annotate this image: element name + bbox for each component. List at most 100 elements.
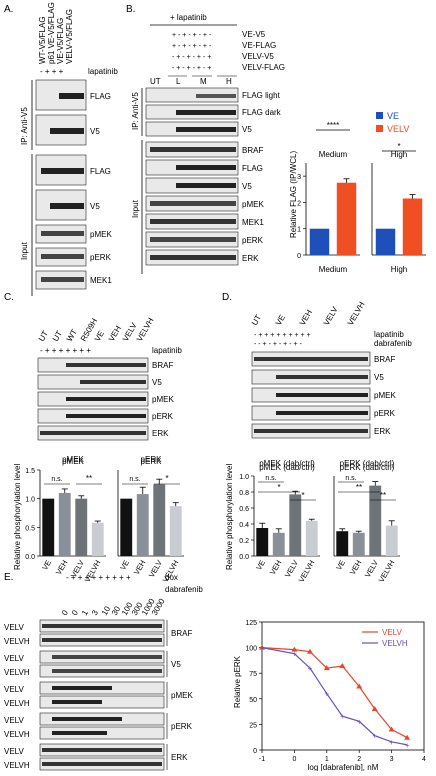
sig-mark: *	[397, 142, 400, 151]
a-treatment: lapatinib	[88, 67, 118, 76]
legend-label: VELV	[382, 628, 403, 637]
bar	[375, 228, 396, 255]
panel-b-row-labels: FLAG light FLAG dark V5 BRAF FLAG V5 pME…	[242, 91, 282, 263]
data-point	[291, 646, 298, 652]
bar	[75, 498, 88, 556]
category-label: VE	[118, 559, 131, 572]
b-row-label: pMEK	[242, 200, 264, 209]
b-row-label: FLAG	[242, 164, 263, 173]
x-axis-label: log [dabrafenib], nM	[308, 763, 379, 771]
bar	[91, 522, 104, 556]
chart-title: High	[391, 150, 407, 159]
bar	[309, 228, 330, 255]
chart-subtitle: pERK	[141, 455, 163, 464]
category-label: VELVH	[297, 559, 317, 584]
sig-mark: ****	[327, 121, 339, 130]
e-line-label: VELV	[4, 716, 25, 725]
data-point: +	[389, 738, 394, 747]
d-row-label: BRAF	[374, 355, 395, 364]
c-row-label: ERK	[152, 429, 169, 438]
chart-title: Medium	[319, 150, 348, 159]
category-label: VELV	[283, 559, 300, 580]
b-input-label: Input	[131, 199, 140, 218]
y-axis-label: Relative FLAG (IP/WCL)	[289, 151, 298, 238]
svg-text:- + + +: - + + +	[40, 67, 64, 76]
b-construct-label: VE-FLAG	[242, 41, 276, 50]
sig-mark: *	[277, 483, 280, 492]
e-line-label: VELVH	[4, 761, 30, 770]
y-tick-label: 1.5	[25, 468, 35, 475]
panel-e-letter: E.	[4, 572, 13, 583]
category-label: VELV	[363, 559, 380, 580]
e-line-label: VELV	[4, 685, 25, 694]
e-dose: 3	[90, 608, 100, 617]
bar	[136, 494, 149, 556]
b-row-label: pERK	[242, 236, 264, 245]
c-lane-label: VELVH	[135, 316, 156, 343]
e-row-label: V5	[171, 660, 181, 669]
b-row-label: FLAG dark	[242, 108, 282, 117]
d-lane-label: VELVH	[346, 300, 367, 327]
panel-e-row-labels: BRAF V5 pMEK pERK ERK	[166, 620, 193, 770]
sig-mark: *	[301, 491, 304, 500]
data-point: +	[372, 732, 377, 741]
bar	[169, 506, 182, 556]
y-axis-label: Relative pERK	[233, 655, 242, 708]
category-label: VE	[254, 559, 267, 572]
legend-label: VE	[387, 111, 399, 121]
d-row-label: ERK	[374, 427, 391, 436]
a-ip-label: IP: Anti-V5	[20, 107, 29, 145]
c-lane-label: VE	[93, 329, 106, 343]
panel-b-blots	[145, 87, 239, 266]
bar	[256, 528, 269, 556]
panel-e-dose-labels: 0 0 1 3 10 30 100 300 1000 3000	[60, 597, 167, 617]
data-point	[388, 726, 395, 732]
sig-mark: n.s.	[345, 475, 356, 482]
series-line	[261, 647, 408, 739]
a-row-label: V5	[90, 127, 100, 136]
data-point	[404, 734, 411, 740]
data-point: +	[405, 741, 410, 750]
y-tick-label: 0.6	[239, 506, 249, 513]
sig-mark: n.s.	[129, 476, 140, 483]
y-tick-label: 0	[253, 748, 257, 755]
b-row-label: BRAF	[242, 146, 263, 155]
e-dose: 1	[80, 608, 90, 617]
bar	[153, 484, 166, 556]
y-tick-label: 125	[245, 620, 257, 627]
c-lane-label: WT	[65, 328, 79, 343]
data-point	[356, 683, 363, 689]
b-lane-group: M	[200, 77, 207, 86]
c-row-label: BRAF	[152, 361, 173, 370]
d-lane-label: VEH	[298, 308, 314, 327]
c-row-label: V5	[152, 378, 162, 387]
d-row-label: pERK	[374, 409, 396, 418]
y-tick-label: 0.2	[239, 538, 249, 545]
e-row-label: pERK	[171, 722, 193, 731]
b-row-label: ERK	[242, 254, 259, 263]
panel-d-row-labels: BRAF V5 pMEK pERK ERK	[374, 355, 396, 436]
y-tick-label: 0	[297, 253, 301, 260]
e-line-label: VELVH	[4, 730, 30, 739]
d-lane-label: VE	[274, 313, 287, 327]
sig-mark: n.s.	[265, 475, 276, 482]
c-row-label: pMEK	[152, 395, 174, 404]
y-tick-label: 0.4	[239, 522, 249, 529]
panel-c-letter: C.	[4, 292, 14, 303]
y-tick-label: 75	[249, 671, 257, 678]
e-dose: 0	[60, 608, 70, 617]
b-row-label: FLAG light	[242, 91, 281, 100]
sig-mark: **	[380, 491, 386, 500]
a-lane-label: VELV-V5/FLAG	[65, 9, 74, 64]
data-point: +	[260, 644, 265, 653]
b-row-label: V5	[242, 125, 252, 134]
a-row-label: FLAG	[90, 92, 111, 101]
b-treatment: + lapatinib	[170, 13, 207, 22]
chart-title: pERK (dab/ctrl)	[340, 463, 395, 472]
a-row-label: V5	[90, 202, 100, 211]
panel-a-letter: A.	[4, 4, 13, 15]
panel-e-line-labels: VELV VELVH VELV VELVH VELV VELVH VELV VE…	[4, 623, 30, 770]
b-ip-label: IP: Anti-V5	[131, 92, 140, 130]
panel-c-lane-labels: UT UT WT R509H VE VEH VELV VELVH	[37, 316, 156, 343]
category-label: VELV	[147, 559, 164, 580]
